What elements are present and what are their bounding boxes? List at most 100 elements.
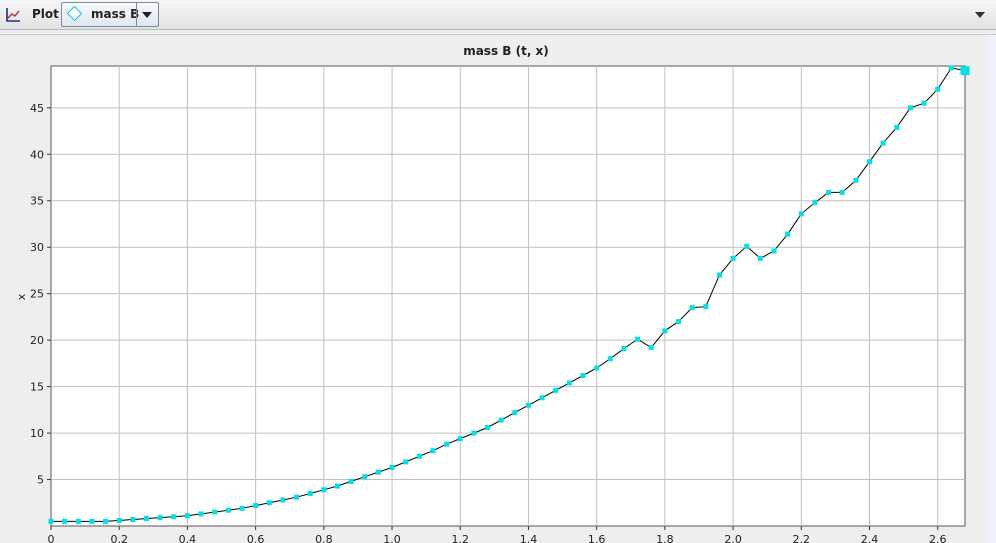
x-tick-label: 1.8 — [656, 533, 674, 543]
plot-panel: mass B (t, x) x 0 0.2 0.4 0.6 0.8 1.0 1.2 1.4 1.… — [0, 34, 996, 543]
data-point — [225, 507, 231, 513]
data-point — [403, 459, 409, 465]
chevron-down-icon — [142, 12, 152, 18]
series-dropdown-button[interactable] — [136, 3, 158, 26]
x-tick-label: 1.0 — [383, 533, 401, 543]
y-tick-label: 25 — [30, 288, 44, 301]
data-point — [498, 417, 504, 423]
plot-label: Plot — [32, 7, 59, 21]
data-point — [89, 518, 95, 524]
plot-area-background — [50, 65, 966, 527]
data-point — [485, 424, 491, 430]
data-point — [798, 211, 804, 217]
data-point — [867, 159, 873, 165]
data-point — [880, 140, 886, 146]
data-point — [212, 509, 218, 515]
y-tick-label: 15 — [30, 381, 44, 394]
data-point — [103, 518, 109, 524]
side-panel — [987, 35, 996, 543]
data-point — [907, 105, 913, 111]
plot-toolbar: Plot mass B — [0, 0, 996, 30]
data-point — [703, 304, 709, 310]
y-tick-label: 10 — [30, 427, 44, 440]
y-tick-label: 5 — [37, 474, 44, 487]
data-point — [853, 177, 859, 183]
data-point — [935, 86, 941, 92]
data-point — [130, 516, 136, 522]
data-point — [239, 505, 245, 511]
data-point — [444, 441, 450, 447]
y-tick-label: 20 — [30, 334, 44, 347]
series-select-value: mass B — [91, 7, 140, 21]
data-point — [348, 478, 354, 484]
data-point — [307, 490, 313, 496]
data-point — [539, 395, 545, 401]
data-point — [457, 436, 463, 442]
data-point — [566, 380, 572, 386]
data-point — [826, 189, 832, 195]
data-point — [253, 503, 259, 509]
x-tick-label: 0 — [48, 533, 55, 543]
x-tick-label: 2.4 — [861, 533, 879, 543]
data-point — [171, 514, 177, 520]
data-point — [266, 500, 272, 506]
data-point — [471, 430, 477, 436]
x-tick-label: 0.2 — [110, 533, 128, 543]
y-axis-label: x — [15, 293, 28, 300]
data-point — [621, 346, 627, 352]
data-point — [525, 402, 531, 408]
x-tick-label: 0.8 — [315, 533, 333, 543]
x-tick-label: 2.6 — [929, 533, 947, 543]
data-point — [744, 243, 750, 249]
y-tick-label: 40 — [30, 148, 44, 161]
data-point — [157, 515, 163, 521]
data-point — [839, 189, 845, 195]
data-point — [280, 497, 286, 503]
data-point — [716, 272, 722, 278]
y-tick-label: 30 — [30, 241, 44, 254]
data-point — [75, 518, 81, 524]
data-point — [948, 65, 954, 71]
data-point — [48, 518, 54, 524]
x-tick-label: 2.2 — [793, 533, 811, 543]
data-point — [116, 517, 122, 523]
x-tick-label: 1.2 — [452, 533, 470, 543]
chart-title: mass B (t, x) — [463, 44, 549, 58]
x-tick-label: 1.4 — [520, 533, 538, 543]
data-point — [812, 200, 818, 206]
data-point — [143, 516, 149, 522]
chart: mass B (t, x) x 0 0.2 0.4 0.6 0.8 1.0 1.2 1.4 1.… — [15, 44, 970, 543]
x-tick-label: 0.6 — [247, 533, 265, 543]
data-point — [334, 483, 340, 489]
x-tick-label: 0.4 — [179, 533, 197, 543]
data-point — [321, 487, 327, 493]
data-point — [771, 248, 777, 254]
data-point — [689, 305, 695, 311]
y-tick-label: 45 — [30, 102, 44, 115]
data-point — [62, 518, 68, 524]
data-point — [921, 100, 927, 106]
data-point — [730, 255, 736, 261]
x-tick-label: 2.0 — [724, 533, 742, 543]
data-point — [580, 372, 586, 378]
y-tick-label: 35 — [30, 195, 44, 208]
data-point — [757, 255, 763, 261]
x-tick-label: 1.6 — [588, 533, 606, 543]
data-point — [594, 365, 600, 371]
data-point — [198, 511, 204, 517]
data-point — [676, 319, 682, 325]
data-point — [553, 387, 559, 393]
data-point — [389, 464, 395, 470]
data-point — [662, 328, 668, 334]
diamond-icon — [66, 5, 83, 22]
chart-axes-icon — [6, 8, 20, 22]
data-point — [416, 453, 422, 459]
data-point — [362, 474, 368, 480]
data-point — [294, 494, 300, 500]
data-point — [512, 410, 518, 416]
toolbar-menu-arrow-icon[interactable] — [975, 12, 985, 18]
data-point — [184, 513, 190, 519]
data-point — [960, 66, 970, 76]
series-select[interactable]: mass B — [61, 2, 159, 27]
data-point — [607, 356, 613, 362]
